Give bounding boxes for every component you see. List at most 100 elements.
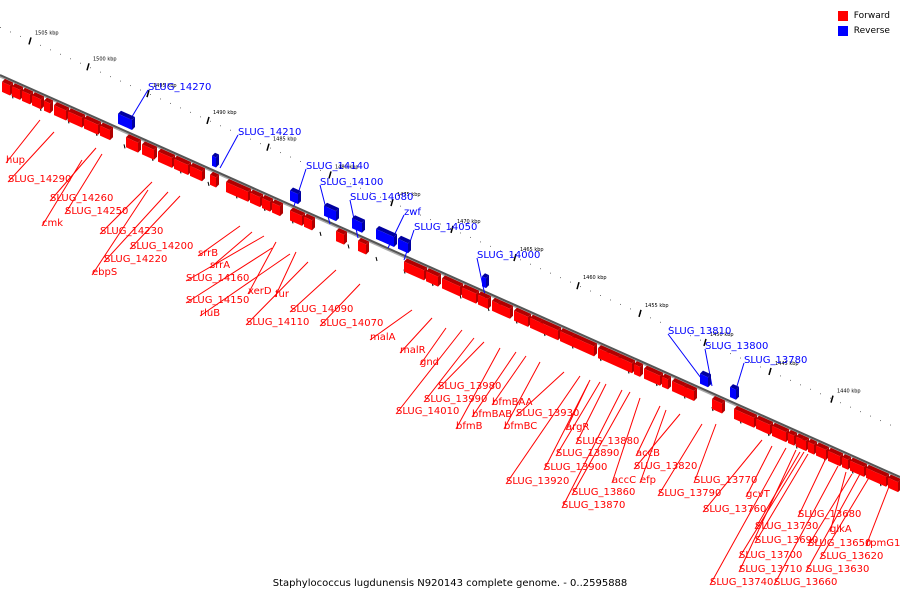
gene-feature — [644, 365, 663, 386]
ruler-dot — [680, 330, 681, 332]
ruler-dot — [540, 268, 541, 270]
gene-top — [772, 422, 789, 433]
tick-mark — [638, 309, 642, 318]
ruler-dot — [340, 178, 341, 180]
tick-mark — [86, 63, 90, 71]
leader-line — [219, 134, 239, 169]
gene-label: hup — [6, 155, 25, 166]
ruler-dot — [380, 196, 381, 198]
tick-mark — [146, 89, 150, 98]
ruler-dot — [470, 236, 471, 238]
ruler-dot — [410, 210, 411, 212]
leader-line — [7, 131, 55, 183]
gene-body — [684, 386, 694, 401]
gene-label: efp — [640, 475, 656, 486]
gene-label: ebpS — [92, 267, 117, 278]
gene-body — [126, 137, 138, 153]
ruler-dot — [360, 187, 361, 189]
ruler-dot — [550, 272, 551, 274]
gene-top — [426, 268, 441, 277]
gene-body — [514, 310, 528, 327]
tick-label: 1490 kbp — [213, 110, 237, 116]
gene-feature — [126, 134, 141, 153]
ruler-dot — [780, 375, 781, 377]
leader-line — [657, 423, 703, 497]
gene-feature — [866, 464, 889, 487]
ruler-dot — [560, 277, 561, 279]
minor-mark — [375, 256, 378, 262]
gene-body — [324, 205, 336, 222]
leader-line — [702, 439, 763, 513]
leader-line — [491, 355, 527, 406]
gene-top — [352, 215, 365, 223]
gene-body — [358, 240, 366, 255]
gene-feature — [712, 396, 725, 414]
gene-body — [426, 271, 438, 287]
gene-label: SLUG_14270 — [148, 82, 211, 93]
gene-feature — [498, 300, 513, 319]
gene-top — [540, 319, 561, 331]
gene-body — [842, 457, 848, 470]
gene-feature — [190, 162, 205, 182]
gene-top — [462, 284, 479, 294]
gene-body — [572, 336, 594, 357]
gene-label: SLUG_13760 — [703, 504, 766, 515]
gene-body — [2, 81, 10, 96]
gene-side — [154, 146, 157, 160]
gene-body — [772, 425, 786, 443]
gene-top — [358, 237, 369, 245]
gene-top — [618, 354, 635, 364]
leader-line — [471, 351, 517, 418]
gene-body — [700, 373, 708, 388]
ruler-dot — [890, 424, 891, 426]
gene-label: SLUG_13860 — [572, 487, 635, 498]
leader-line — [807, 473, 853, 547]
ruler-dot — [280, 152, 281, 154]
gene-label: SLUG_14000 — [477, 250, 540, 261]
gene-body — [262, 198, 270, 212]
gene-body — [730, 387, 736, 400]
gene-label: bfmB — [456, 421, 483, 432]
gene-label: SLUG_14010 — [396, 406, 459, 417]
ruler-dot — [350, 183, 351, 185]
gene-feature — [272, 199, 283, 217]
leader-line — [399, 317, 433, 354]
gene-body — [32, 95, 41, 110]
gene-label: malR — [400, 345, 426, 356]
gene-side — [280, 203, 283, 217]
gene-body — [142, 144, 154, 160]
leader-line — [99, 181, 153, 235]
ruler-dot — [210, 120, 211, 122]
ruler-dot — [730, 353, 731, 355]
gene-side — [594, 343, 597, 357]
ruler-dot — [70, 58, 71, 60]
tick-mark — [576, 281, 580, 290]
gene-side — [694, 387, 697, 401]
leader-line — [693, 423, 717, 484]
leader-line — [274, 251, 297, 298]
gene-label: SLUG_13740 — [710, 577, 773, 588]
ruler-dot — [200, 116, 201, 118]
tick-mark — [768, 367, 772, 376]
gene-body — [816, 445, 826, 460]
gene-feature — [572, 333, 597, 357]
gene-label: SLUG_13650 — [808, 538, 871, 549]
gene-body — [304, 216, 312, 231]
gene-body — [442, 278, 460, 297]
gene-top — [190, 162, 205, 172]
gene-label: accC — [612, 475, 636, 486]
gene-body — [866, 467, 886, 487]
gene-label: SLUG_13890 — [556, 448, 619, 459]
gene-label: SLUG_14160 — [186, 273, 249, 284]
gene-side — [216, 174, 219, 188]
ruler-dot — [420, 214, 421, 216]
gene-label: argR — [566, 422, 589, 433]
gene-top — [212, 152, 219, 158]
gene-side — [668, 376, 671, 390]
tick-mark — [206, 116, 210, 125]
gene-body — [796, 436, 802, 450]
gene-feature — [634, 361, 643, 377]
gene-label: SLUG_13800 — [705, 341, 768, 352]
ruler-dot — [460, 232, 461, 234]
ruler-dot — [0, 27, 1, 28]
